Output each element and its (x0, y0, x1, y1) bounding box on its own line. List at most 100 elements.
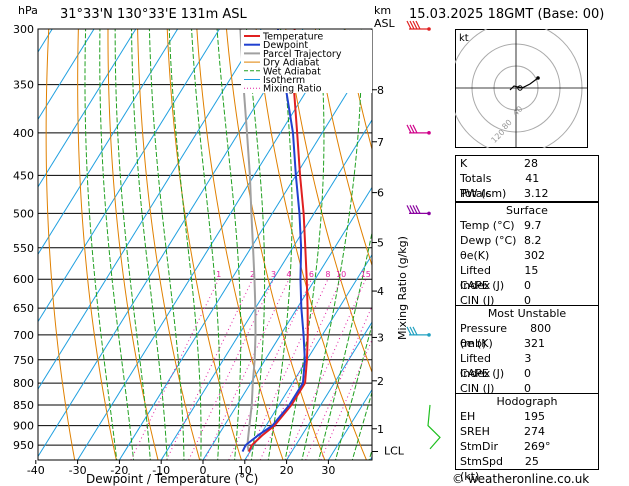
wet-adiabat-line (168, 29, 202, 460)
row-value: 274 (524, 425, 545, 438)
table-row: CAPE (J) 0 (456, 366, 598, 381)
wet-adiabat-line (131, 29, 168, 460)
temperature-tick-label: -20 (110, 464, 128, 477)
dry-adiabat-line (285, 29, 372, 374)
pressure-tick-label: 950 (13, 439, 34, 452)
temperature-tick-label: 10 (238, 464, 252, 477)
table-row: SREH 274 (456, 424, 598, 439)
row-key: Temp (°C) (460, 219, 515, 232)
temperature-tick-label: -40 (27, 464, 45, 477)
legend-entry: Temperature (262, 32, 323, 43)
row-value: 41 (525, 172, 540, 185)
wet-adiabat-line (148, 29, 185, 460)
dry-adiabat-line (107, 29, 159, 460)
chart-profiles: 1 2 3 4 6 8 10 15 20 25 (216, 29, 389, 452)
mixing-ratio-label: 6 (309, 270, 314, 279)
row-key: Lifted Index (460, 264, 491, 292)
row-value: 3 (524, 352, 532, 365)
plot-frame (37, 28, 373, 461)
pressure-tick-label: 750 (13, 354, 34, 367)
table-row: CIN (J) 0 (456, 293, 598, 308)
table-row: Lifted Index 15 (456, 263, 598, 292)
dry-adiabat-line (137, 29, 201, 460)
row-value: 800 (530, 322, 552, 335)
table-row: θe(K) 302 (456, 248, 598, 263)
pressure-tick-label: 450 (13, 169, 34, 182)
wet-adiabat-line (284, 29, 325, 460)
pressure-tick-label: 700 (13, 329, 34, 342)
mixing-ratio-label: 3 (271, 270, 276, 279)
asl-label: ASL (374, 17, 395, 30)
dry-adiabat-line (255, 29, 367, 460)
table-row: Totals Totals 41 (456, 171, 598, 200)
km-label: km (374, 4, 392, 17)
mixing-ratio-line (130, 279, 220, 460)
isotherm-line (38, 29, 179, 256)
mixing-ratio-label: 10 (336, 270, 346, 279)
row-value: 3.12 (524, 187, 549, 200)
pressure-tick-label: 800 (13, 377, 34, 390)
mixing-ratio-axis-label: Mixing Ratio (g/kg) (396, 236, 409, 340)
isotherm-line (38, 29, 220, 323)
table-row: EH 195 (456, 409, 598, 424)
hodograph-table: Hodograph EH 195 SREH 274 StmDir 269° StmSpd (… (455, 393, 599, 483)
wet-adiabat-line (246, 29, 266, 460)
surface-table: Surface Temp (°C) 9.7 Dewp (°C) 8.2 θe(K) 302… (455, 202, 599, 309)
row-key: CAPE (J) (460, 367, 505, 380)
table-row: Lifted Index 3 (456, 351, 598, 380)
hpa-label: hPa (18, 4, 38, 17)
wet-adiabat-line (114, 29, 151, 460)
dry-adiabat-line (196, 29, 284, 460)
row-value: 8.2 (524, 234, 542, 247)
parcel-trajectory-line (239, 29, 257, 452)
row-value: 302 (524, 249, 545, 262)
row-value: 28 (524, 157, 538, 170)
table-row: Dewp (°C) 8.2 (456, 233, 598, 248)
dry-adiabat-line (344, 29, 372, 152)
legend-entry: Dewpoint (263, 40, 308, 51)
dry-adiabat-line (166, 29, 242, 460)
chart-axes: 3003504004505005506006507007508008509009… (13, 23, 405, 477)
mixing-ratio-line (305, 304, 372, 460)
row-key: CIN (J) (460, 294, 495, 307)
indices-table: K 28 Totals Totals 41 PW (cm) 3.12 (455, 155, 599, 202)
row-key: PW (cm) (460, 187, 507, 200)
row-value: 9.7 (524, 219, 542, 232)
row-key: Pressure (mb) (460, 322, 507, 350)
row-value: 15 (524, 264, 539, 277)
pressure-tick-label: 400 (13, 127, 34, 140)
km-tick-label: 7 (377, 136, 384, 149)
most-unstable-title: Most Unstable (487, 307, 567, 320)
lcl-label: LCL (384, 445, 405, 458)
temperature-tick-label: -30 (69, 464, 87, 477)
location-title: 31°33'N 130°33'E 131m ASL (60, 7, 247, 22)
pressure-tick-label: 500 (13, 207, 34, 220)
dry-adiabat-line (45, 29, 76, 460)
isotherm-line (244, 253, 372, 460)
legend-entry: Mixing Ratio (263, 84, 322, 95)
wet-adiabat-line (191, 29, 221, 460)
row-key: Dewp (°C) (460, 234, 517, 247)
dry-adiabat-line (77, 29, 117, 460)
table-row: StmDir 269° (456, 439, 598, 454)
mixing-ratio-line (228, 279, 312, 460)
row-value: 269° (524, 440, 551, 453)
row-key: StmDir (460, 440, 499, 453)
wet-adiabat-line (99, 29, 135, 460)
legend-entry: Wet Adiabat (263, 66, 321, 77)
row-value: 25 (524, 455, 539, 468)
most-unstable-table: Most Unstable Pressure (mb) 800 θe (K) 321 L… (455, 305, 599, 397)
mixing-ratio-line (285, 279, 367, 460)
mixing-ratio-label: 20 (379, 270, 389, 279)
wet-adiabat-line (334, 323, 372, 460)
isotherm-line (202, 186, 372, 460)
row-key: SREH (460, 425, 490, 438)
row-key: Totals Totals (460, 172, 492, 200)
datetime-title: 15.03.2025 18GMT (Base: 00) (409, 7, 605, 22)
dry-adiabat-line (612, 29, 629, 460)
wet-adiabat-line (216, 29, 242, 460)
km-tick-label: 6 (377, 187, 384, 200)
legend-entry: Parcel Trajectory (263, 49, 342, 60)
pressure-tick-label: 600 (13, 273, 34, 286)
